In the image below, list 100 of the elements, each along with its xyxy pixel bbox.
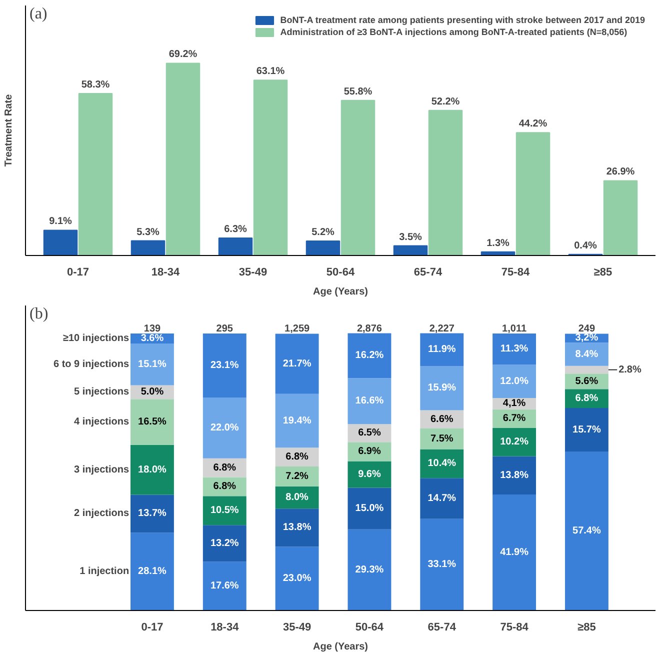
- data-label: 69.2%: [168, 49, 198, 60]
- bar: [348, 378, 392, 424]
- series-label: 2 injections: [74, 508, 130, 520]
- bar: [564, 342, 608, 366]
- annotation: 295: [216, 324, 234, 335]
- annotation: 2,876: [356, 324, 382, 335]
- data-label: 8.4%: [575, 348, 598, 360]
- bar: [603, 180, 638, 256]
- x-tick-label: 75-84: [500, 622, 530, 634]
- data-label: 13.2%: [210, 538, 239, 549]
- data-label: 3.5%: [399, 232, 422, 243]
- bar: [516, 132, 550, 256]
- legend-label: Administration of ≥3 BoNT-A injections among BoNT-A-treated patients (N=8,056): [280, 27, 628, 37]
- bar: [43, 230, 78, 256]
- data-label: 58.3%: [81, 79, 110, 90]
- bar: [492, 334, 536, 365]
- bar: [166, 62, 200, 256]
- data-label: 15.9%: [428, 382, 456, 394]
- x-axis-title: Age (Years): [312, 286, 368, 298]
- bar: [564, 408, 608, 452]
- bar: [275, 546, 319, 610]
- bar: [306, 240, 340, 256]
- data-label: 6.8%: [213, 462, 236, 474]
- bar: [420, 518, 464, 610]
- bar: [420, 449, 464, 478]
- x-tick-label: 35-49: [238, 266, 268, 278]
- data-label: 17.6%: [210, 580, 239, 592]
- series-label: 1 injection: [80, 566, 130, 578]
- y-axis-title: Treatment Rate: [4, 94, 14, 167]
- x-tick-label: 18-34: [151, 266, 180, 278]
- x-tick-label: 0-17: [66, 266, 90, 278]
- bar: [393, 245, 428, 256]
- data-label: 3,2%: [575, 332, 598, 344]
- data-label: 7.5%: [430, 433, 454, 444]
- data-label: 29.3%: [355, 564, 384, 576]
- bar: [130, 532, 174, 610]
- series-label: 3 injections: [74, 464, 130, 476]
- data-label: 3.6%: [140, 332, 164, 344]
- data-label: 6.6%: [430, 414, 454, 425]
- data-label: 6.8%: [286, 452, 309, 463]
- bar: [348, 488, 392, 530]
- bar: [492, 364, 536, 398]
- data-label: 5.3%: [136, 226, 160, 238]
- x-tick-label: 18-34: [210, 622, 240, 634]
- data-label: 23.1%: [210, 360, 239, 371]
- bar: [492, 456, 536, 494]
- data-label: 11.3%: [500, 344, 528, 355]
- data-label: 6.8%: [575, 393, 598, 404]
- data-label: 15.7%: [572, 424, 601, 436]
- data-label: 16.6%: [355, 396, 384, 407]
- data-label: 5.6%: [575, 376, 598, 387]
- bar: [202, 525, 246, 562]
- data-label: 15.0%: [355, 503, 384, 514]
- bar: [130, 343, 174, 386]
- annotation: 1,011: [502, 324, 527, 335]
- x-tick-label: 65-74: [428, 622, 457, 634]
- bar: [275, 394, 319, 448]
- bar: [130, 399, 174, 445]
- data-label: 12.0%: [500, 376, 529, 387]
- bar: [420, 333, 464, 366]
- data-label: 10.5%: [210, 505, 239, 516]
- data-label: 6.7%: [502, 413, 526, 424]
- bar: [340, 100, 376, 256]
- data-label: 28.1%: [138, 566, 167, 578]
- text: (b): [30, 306, 48, 322]
- data-label: 52.2%: [431, 96, 460, 108]
- data-label: 0.4%: [574, 240, 598, 252]
- bar: [420, 366, 464, 410]
- x-axis-title: Age (Years): [312, 642, 368, 652]
- data-label: 26.9%: [606, 166, 635, 178]
- x-tick-label: 35-49: [282, 622, 312, 634]
- data-label: 6.5%: [358, 428, 381, 439]
- bar: [130, 240, 166, 256]
- data-label: 55.8%: [344, 86, 372, 98]
- data-label: 21.7%: [282, 358, 312, 370]
- data-label: 11.9%: [428, 344, 456, 356]
- data-label: 41.9%: [500, 546, 529, 558]
- x-tick-label: 50-64: [326, 266, 356, 278]
- x-tick-label: ≥85: [578, 622, 596, 634]
- bar: [348, 461, 392, 488]
- data-label: 23.0%: [282, 573, 312, 584]
- annotation: 1,259: [284, 324, 310, 335]
- x-tick-label: 75-84: [501, 266, 530, 278]
- bar: [275, 334, 319, 394]
- data-label: 13.7%: [138, 508, 167, 520]
- text: (a): [30, 6, 48, 22]
- data-label: 18.0%: [138, 464, 167, 476]
- data-label: 13.8%: [282, 522, 312, 534]
- annotation: 249: [578, 324, 596, 335]
- data-label: 9.1%: [49, 216, 72, 228]
- bar: [492, 428, 536, 456]
- bar: [564, 452, 608, 610]
- data-label: 2.8%: [618, 364, 642, 376]
- bar: [275, 508, 319, 547]
- x-tick-label: 65-74: [414, 266, 443, 278]
- bar: [202, 562, 246, 610]
- bar: [564, 366, 608, 374]
- data-label: 8.0%: [286, 492, 309, 503]
- x-tick-label: 0-17: [141, 622, 164, 634]
- bar: [130, 444, 174, 495]
